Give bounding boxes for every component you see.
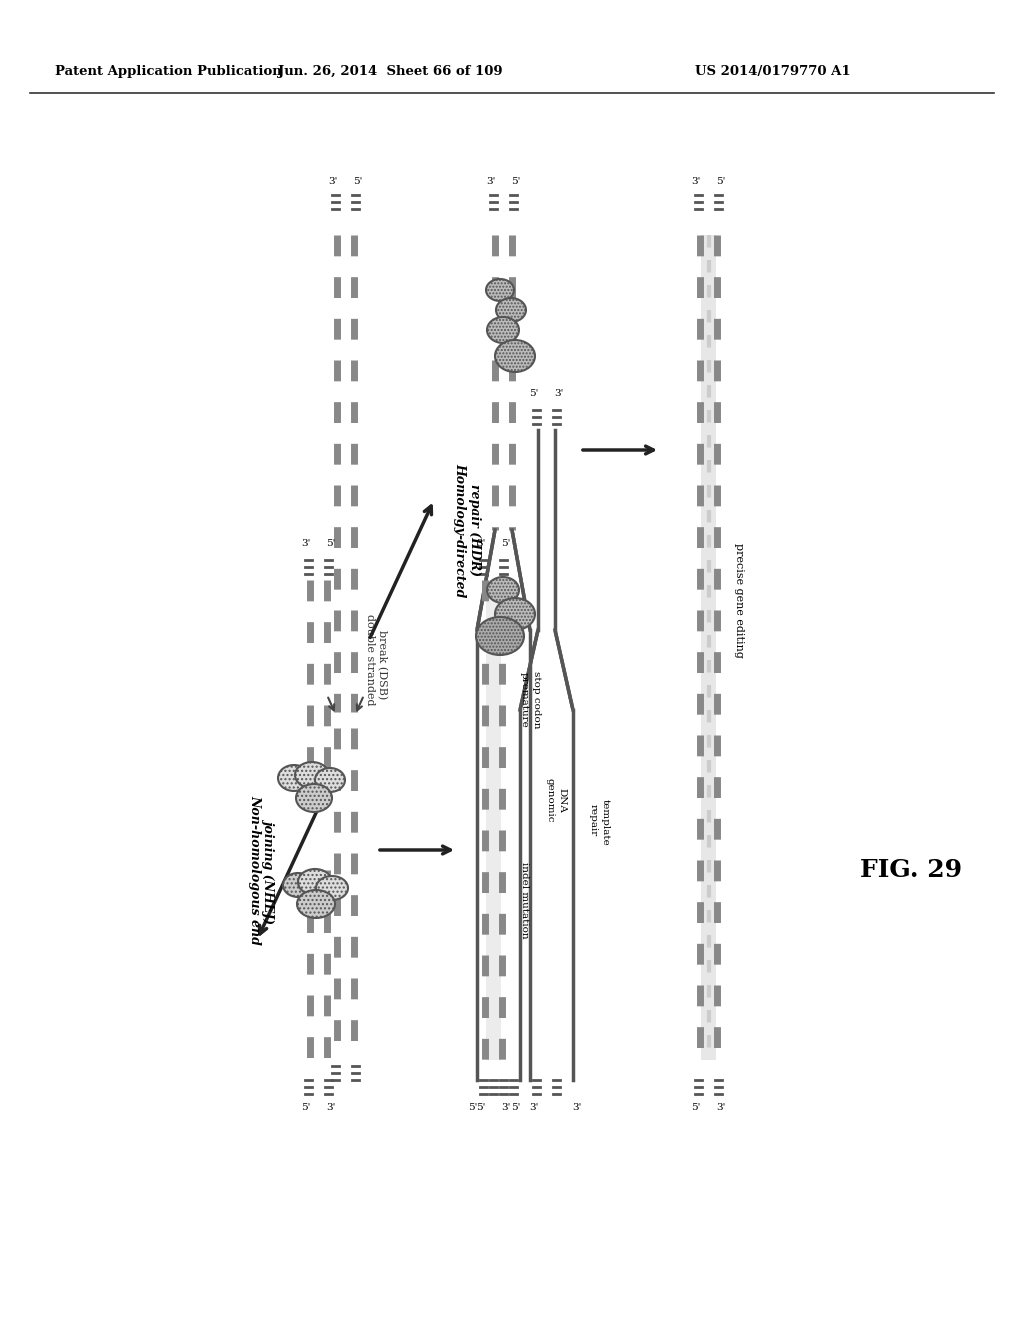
Ellipse shape	[487, 317, 519, 343]
Text: 3': 3'	[486, 177, 496, 186]
Text: 3': 3'	[327, 1104, 336, 1113]
Text: 3': 3'	[476, 540, 485, 549]
Text: indel mutation: indel mutation	[519, 862, 528, 939]
Text: 5': 5'	[301, 1104, 310, 1113]
Text: 3': 3'	[717, 1104, 726, 1113]
Text: 5': 5'	[529, 389, 539, 399]
Text: 3': 3'	[572, 1104, 582, 1113]
Text: US 2014/0179770 A1: US 2014/0179770 A1	[695, 66, 851, 78]
Ellipse shape	[298, 869, 332, 895]
Text: genomic: genomic	[546, 777, 555, 822]
Text: 5': 5'	[691, 1104, 700, 1113]
Text: template: template	[600, 799, 609, 845]
Bar	[701, 235, 716, 1060]
Ellipse shape	[278, 766, 310, 791]
Ellipse shape	[495, 598, 535, 630]
Ellipse shape	[316, 876, 348, 900]
Text: Non-homologous end: Non-homologous end	[249, 795, 261, 945]
Text: Homology-directed: Homology-directed	[454, 463, 467, 597]
Text: 5': 5'	[468, 1104, 477, 1113]
Text: double stranded: double stranded	[365, 614, 375, 706]
Text: repair: repair	[589, 804, 597, 836]
Text: break (DSB): break (DSB)	[377, 631, 387, 700]
Ellipse shape	[295, 762, 329, 788]
Text: 5': 5'	[502, 540, 511, 549]
Text: stop codon: stop codon	[532, 672, 542, 729]
Text: 3': 3'	[329, 177, 338, 186]
Text: 5': 5'	[476, 1104, 485, 1113]
Ellipse shape	[315, 768, 345, 792]
Ellipse shape	[486, 279, 514, 301]
Ellipse shape	[296, 784, 332, 812]
Bar	[486, 579, 501, 1060]
Text: Patent Application Publication: Patent Application Publication	[55, 66, 282, 78]
Text: 3': 3'	[691, 177, 700, 186]
Text: 3': 3'	[529, 1104, 539, 1113]
Ellipse shape	[297, 890, 335, 917]
Text: repair (HDR): repair (HDR)	[469, 484, 481, 576]
Text: 5': 5'	[327, 540, 336, 549]
Text: premature: premature	[519, 672, 528, 727]
Text: 5': 5'	[511, 1104, 520, 1113]
Text: 3': 3'	[502, 1104, 511, 1113]
Text: DNA: DNA	[557, 788, 566, 812]
Text: 5': 5'	[717, 177, 726, 186]
Ellipse shape	[283, 873, 313, 898]
Ellipse shape	[487, 577, 519, 603]
Text: 5': 5'	[353, 177, 362, 186]
Ellipse shape	[476, 616, 524, 655]
Text: 3': 3'	[301, 540, 310, 549]
Text: Jun. 26, 2014  Sheet 66 of 109: Jun. 26, 2014 Sheet 66 of 109	[278, 66, 503, 78]
Text: precise gene editing: precise gene editing	[734, 543, 744, 657]
Text: FIG. 29: FIG. 29	[860, 858, 963, 882]
Ellipse shape	[495, 341, 535, 372]
Text: 5': 5'	[511, 177, 520, 186]
Text: 3': 3'	[554, 389, 563, 399]
Text: joining (NHEJ): joining (NHEJ)	[263, 818, 276, 921]
Ellipse shape	[496, 298, 526, 322]
